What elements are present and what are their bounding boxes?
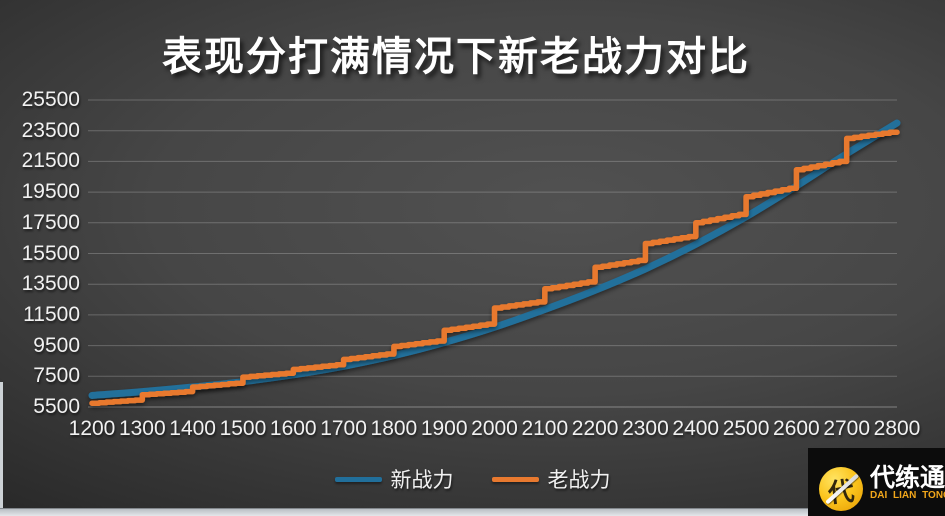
y-axis-label: 15500 [21, 241, 80, 265]
legend-label-new: 新战力 [390, 469, 454, 492]
x-axis-label: 2500 [722, 417, 770, 440]
chart-title: 表现分打满情况下新老战力对比 [162, 35, 750, 79]
y-axis-label: 25500 [21, 88, 80, 111]
page-edge-bottom [0, 508, 945, 516]
dailiantong-logo: 代 代练通 DAI LIAN TONG [808, 448, 945, 516]
y-axis-label: 13500 [21, 272, 80, 296]
x-axis-label: 1400 [169, 417, 216, 440]
x-axis-label: 1500 [219, 417, 267, 440]
logo-name-en: DAI LIAN TONG [870, 490, 945, 501]
y-axis-label: 5500 [33, 395, 80, 418]
x-axis-label: 1700 [320, 417, 367, 440]
legend: 新战力 老战力 [0, 464, 945, 494]
x-axis-label: 1300 [118, 417, 166, 440]
legend-swatch-old-icon [491, 476, 539, 482]
x-axis-label: 2300 [622, 417, 669, 440]
legend-item-old[interactable]: 老战力 [491, 464, 611, 494]
y-axis-label: 9500 [33, 333, 80, 357]
page-edge-left [0, 382, 3, 516]
x-axis-label: 1200 [68, 417, 116, 440]
series-line-new[interactable] [88, 119, 901, 399]
logo-coin-icon: 代 [819, 467, 863, 511]
x-axis-label: 2200 [571, 417, 619, 440]
y-axis-label: 21500 [21, 149, 80, 173]
x-axis-label: 1800 [370, 417, 418, 440]
legend-swatch-new-icon [334, 476, 382, 482]
x-axis-label: 2000 [471, 417, 518, 440]
y-axis-label: 7500 [33, 364, 80, 388]
y-axis-label: 23500 [21, 118, 80, 142]
x-axis-label: 2100 [521, 417, 569, 440]
logo-name-cn: 代练通 [870, 464, 945, 492]
y-axis-label: 19500 [21, 180, 80, 204]
x-axis-label: 1900 [420, 417, 468, 440]
y-axis-label: 17500 [21, 210, 80, 234]
x-axis-label: 2800 [873, 417, 921, 440]
legend-item-new[interactable]: 新战力 [334, 464, 454, 494]
y-axis-label: 11500 [23, 302, 80, 326]
series-line-old[interactable] [89, 129, 900, 406]
x-axis-label: 2700 [823, 417, 871, 440]
x-axis-label: 2400 [672, 417, 720, 440]
x-axis-label: 1600 [269, 417, 317, 440]
legend-label-old: 老战力 [547, 469, 611, 492]
x-axis-label: 2600 [773, 417, 820, 440]
